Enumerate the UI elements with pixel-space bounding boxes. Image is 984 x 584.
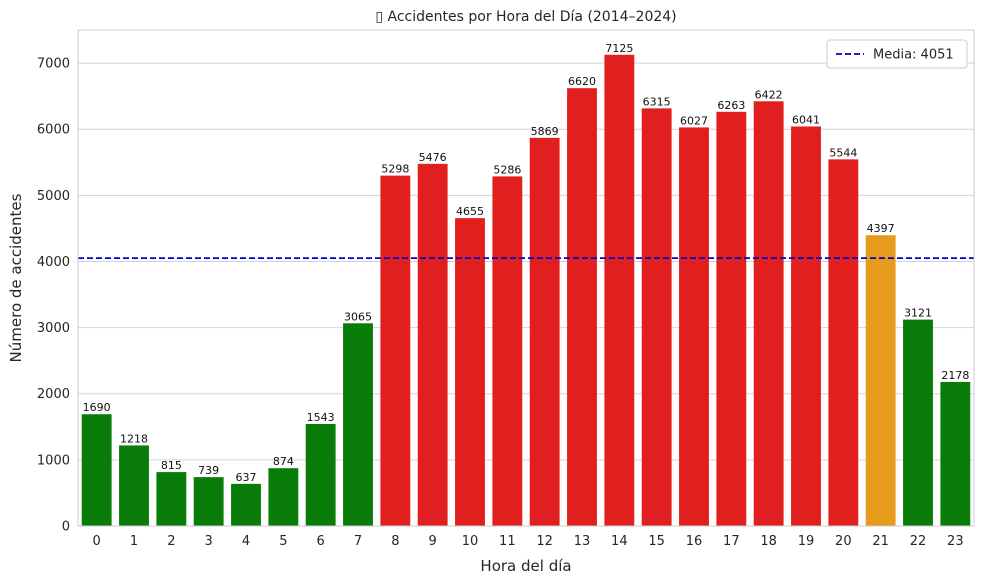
- y-tick-label: 6000: [37, 123, 70, 138]
- bar-value-label: 4655: [456, 205, 484, 218]
- bar-value-label: 739: [198, 464, 219, 477]
- bar-hour-12: [529, 137, 560, 526]
- bar-hour-5: [268, 468, 299, 526]
- bar-value-label: 6263: [717, 99, 745, 112]
- x-tick-label: 10: [462, 534, 479, 549]
- y-tick-label: 5000: [37, 189, 70, 204]
- x-tick-label: 18: [760, 534, 777, 549]
- x-tick-label: 0: [93, 534, 101, 549]
- x-tick-label: 16: [686, 534, 703, 549]
- x-tick-label: 11: [499, 534, 516, 549]
- x-tick-label: 17: [723, 534, 740, 549]
- bar-hour-21: [865, 235, 896, 526]
- x-tick-label: 4: [242, 534, 250, 549]
- x-tick-label: 9: [429, 534, 437, 549]
- x-tick-label: 22: [910, 534, 927, 549]
- bar-hour-22: [903, 319, 933, 526]
- legend: Media: 4051: [826, 39, 968, 69]
- y-tick-label: 3000: [37, 321, 70, 336]
- bar-hour-17: [716, 111, 747, 526]
- x-tick-label: 7: [354, 534, 362, 549]
- bar-hour-2: [156, 472, 187, 526]
- bar-value-label: 1690: [83, 401, 111, 414]
- x-tick-label: 14: [611, 534, 628, 549]
- bar-data-labels: 1690 1218 815 739 637 874 1543 3065 5298 5476 4655…: [83, 42, 970, 484]
- x-tick-label: 13: [574, 534, 591, 549]
- bar-hour-20: [828, 159, 859, 526]
- bar-value-label: 5298: [381, 163, 409, 176]
- bar-hour-8: [380, 175, 411, 526]
- x-tick-label: 12: [536, 534, 553, 549]
- bar-hour-10: [455, 218, 485, 526]
- x-tick-label: 1: [130, 534, 138, 549]
- plot-frame: [77, 29, 975, 527]
- bar-value-label: 6027: [680, 114, 708, 127]
- grid-lines: [78, 62, 974, 527]
- bar-hour-15: [641, 108, 672, 527]
- bar-value-label: 6620: [568, 75, 596, 88]
- bar-value-label: 637: [236, 471, 257, 484]
- bar-value-label: 5476: [419, 151, 447, 164]
- x-tick-label: 8: [391, 534, 399, 549]
- bar-value-label: 815: [161, 459, 182, 472]
- x-axis-ticks: 0 1 2 3 4 5 6 7 8 9 10 11 12 13 14 15 16 17 18 19 20 21 22 23: [93, 534, 964, 549]
- bar-hour-14: [604, 54, 635, 527]
- y-axis-title: Número de accidentes: [7, 193, 25, 362]
- x-tick-label: 19: [798, 534, 815, 549]
- x-tick-label: 23: [947, 534, 964, 549]
- legend-box: [826, 39, 968, 69]
- x-tick-label: 2: [167, 534, 175, 549]
- bar-value-label: 5869: [531, 125, 559, 138]
- bar-value-label: 1543: [307, 411, 335, 424]
- bar-hour-6: [305, 423, 336, 526]
- legend-entry-mean: Media: 4051: [873, 48, 954, 63]
- bar-hour-4: [231, 483, 261, 526]
- y-tick-label: 4000: [37, 255, 70, 270]
- bar-value-label: 6422: [755, 88, 783, 101]
- bar-hour-13: [567, 88, 597, 527]
- bar-value-label: 6041: [792, 113, 820, 126]
- bar-value-label: 4397: [867, 222, 895, 235]
- x-tick-label: 6: [317, 534, 325, 549]
- y-tick-label: 2000: [37, 387, 70, 402]
- bar-hour-1: [119, 445, 149, 526]
- chart-title: ▯ Accidentes por Hora del Día (2014–2024…: [375, 9, 676, 25]
- bar-hour-19: [791, 126, 821, 527]
- bar-value-label: 2178: [941, 369, 969, 382]
- bar-value-label: 1218: [120, 432, 148, 445]
- bar-hour-23: [940, 381, 971, 526]
- bar-value-label: 7125: [605, 42, 633, 55]
- x-tick-label: 15: [648, 534, 665, 549]
- bar-hour-0: [81, 414, 112, 526]
- x-tick-label: 21: [872, 534, 889, 549]
- bar-value-label: 6315: [643, 95, 671, 108]
- bar-hour-16: [679, 127, 709, 526]
- bars: [81, 54, 971, 527]
- bar-hour-7: [343, 323, 373, 526]
- x-tick-label: 3: [205, 534, 213, 549]
- bar-hour-11: [492, 176, 523, 527]
- bar-hour-3: [193, 477, 224, 526]
- bar-value-label: 5286: [493, 163, 521, 176]
- y-tick-label: 1000: [37, 453, 70, 468]
- bar-value-label: 874: [273, 455, 294, 468]
- bar-value-label: 3121: [904, 307, 932, 320]
- x-tick-label: 20: [835, 534, 852, 549]
- y-tick-label: 0: [62, 520, 70, 535]
- x-tick-label: 5: [279, 534, 287, 549]
- x-axis-title: Hora del día: [480, 557, 571, 575]
- bar-value-label: 5544: [829, 146, 857, 159]
- y-axis-ticks: 0 1000 2000 3000 4000 5000 6000 7000: [37, 57, 70, 535]
- bar-hour-18: [753, 101, 784, 526]
- bar-value-label: 3065: [344, 310, 372, 323]
- bar-hour-9: [417, 163, 448, 526]
- y-tick-label: 7000: [37, 57, 70, 72]
